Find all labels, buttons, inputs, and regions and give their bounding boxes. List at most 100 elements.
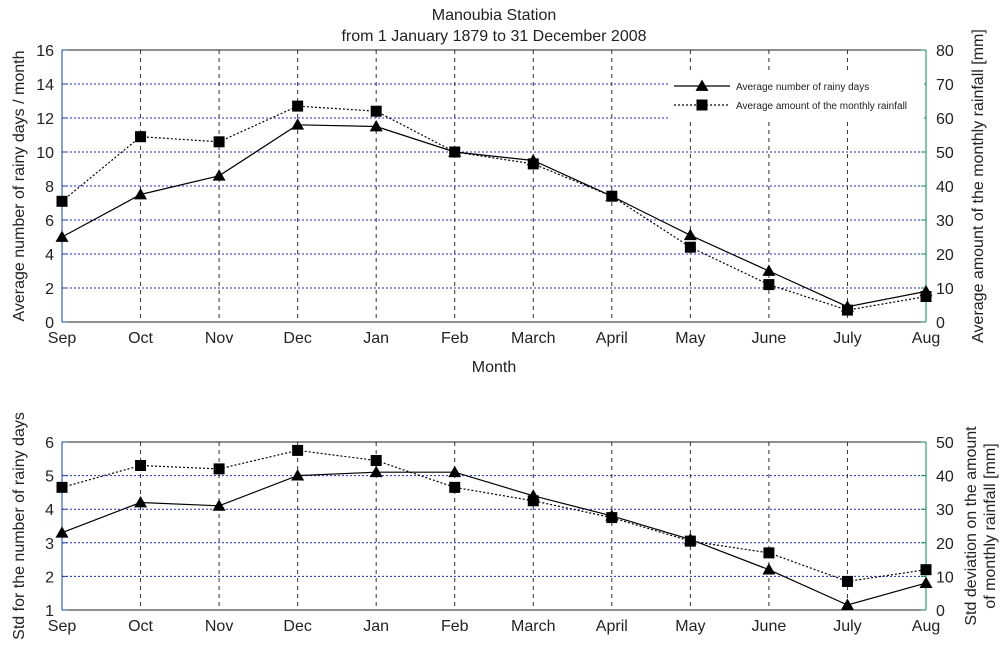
left-tick-label: 4 xyxy=(45,502,54,519)
x-tick-label: Oct xyxy=(128,330,153,347)
data-point xyxy=(369,120,383,132)
data-point xyxy=(292,444,304,456)
data-point xyxy=(212,169,226,181)
data-point xyxy=(55,230,69,242)
data-point xyxy=(56,195,68,207)
left-tick-label: 6 xyxy=(45,435,54,452)
left-tick-label: 6 xyxy=(45,213,54,230)
right-tick-label: 40 xyxy=(936,469,954,486)
left-tick-label: 0 xyxy=(45,315,54,332)
x-tick-label: Dec xyxy=(283,330,311,347)
data-point xyxy=(213,463,225,475)
left-axis-label: Std for the number of rainy days xyxy=(11,412,28,640)
left-tick-label: 14 xyxy=(36,77,54,94)
left-tick-label: 2 xyxy=(45,281,54,298)
series-rainy-days xyxy=(55,118,933,312)
right-tick-label: 0 xyxy=(936,603,945,620)
x-tick-label: June xyxy=(752,330,787,347)
right-tick-label: 10 xyxy=(936,281,954,298)
x-tick-label: Feb xyxy=(441,330,469,347)
series-rainfall xyxy=(56,100,932,316)
x-tick-label: Sep xyxy=(48,618,77,635)
right-tick-label: 70 xyxy=(936,77,954,94)
series-line xyxy=(61,124,927,308)
data-point xyxy=(292,100,304,112)
x-tick-label: May xyxy=(675,618,705,635)
right-tick-label: 50 xyxy=(936,435,954,452)
x-tick-label: April xyxy=(596,618,628,635)
data-point xyxy=(134,188,148,200)
right-axis-label: Std deviation on the amount xyxy=(963,426,980,626)
x-tick-label: Feb xyxy=(441,618,469,635)
x-tick-label: April xyxy=(596,330,628,347)
right-tick-label: 20 xyxy=(936,536,954,553)
data-point xyxy=(369,465,383,478)
data-point xyxy=(291,469,305,481)
x-tick-label: Sep xyxy=(48,330,77,347)
legend-marker xyxy=(696,99,708,111)
x-tick-label: Aug xyxy=(912,330,940,347)
left-tick-label: 2 xyxy=(45,569,54,586)
left-tick-label: 5 xyxy=(45,469,54,486)
bottom-chart: 1 2 3 4 5 6 0 10 20 30 40 50 Sep Oct Nov Dec Jan Feb March… xyxy=(11,412,999,640)
series-line xyxy=(61,105,927,311)
data-point xyxy=(213,136,225,148)
left-tick-label: 4 xyxy=(45,247,54,264)
data-point xyxy=(920,291,932,302)
legend: Average number of rainy days Average amou… xyxy=(668,70,924,120)
x-tick-label: June xyxy=(752,618,787,635)
right-tick-label: 40 xyxy=(936,179,954,196)
data-point xyxy=(55,526,69,538)
left-tick-label: 8 xyxy=(45,179,54,196)
data-point xyxy=(527,158,539,170)
chart-title: Manoubia Station xyxy=(432,7,557,24)
data-point xyxy=(763,547,775,559)
series-line xyxy=(61,471,927,606)
legend-marker xyxy=(695,79,709,91)
x-tick-label: Nov xyxy=(205,330,233,347)
data-point xyxy=(841,575,853,587)
x-axis-label: Month xyxy=(472,359,516,376)
data-point xyxy=(763,279,775,291)
right-tick-label: 0 xyxy=(936,315,945,332)
left-tick-label: 16 xyxy=(36,43,54,60)
x-tick-label: Jan xyxy=(363,618,389,635)
data-point xyxy=(449,146,461,158)
series-rainy-days xyxy=(55,465,933,610)
data-point xyxy=(684,241,696,253)
right-axis-label: Average amount of the monthly rainfall [… xyxy=(970,29,987,343)
x-tick-label: July xyxy=(833,618,861,635)
data-point xyxy=(683,228,697,241)
x-tick-label: May xyxy=(675,330,705,347)
left-tick-label: 3 xyxy=(45,536,54,553)
legend-label: Average amount of the monthly rainfall xyxy=(736,101,907,112)
data-point xyxy=(448,465,462,478)
data-point xyxy=(684,535,696,547)
right-tick-label: 30 xyxy=(936,502,954,519)
right-tick-label: 30 xyxy=(936,213,954,230)
data-point xyxy=(527,495,539,507)
data-point xyxy=(291,118,305,130)
right-tick-label: 60 xyxy=(936,111,954,128)
data-point xyxy=(762,264,776,276)
data-point xyxy=(841,304,853,316)
x-tick-label: Oct xyxy=(128,618,153,635)
right-tick-label: 10 xyxy=(936,569,954,586)
data-point xyxy=(762,563,776,575)
chart-subtitle: from 1 January 1879 to 31 December 2008 xyxy=(341,28,646,45)
left-tick-label: 1 xyxy=(45,603,54,620)
right-tick-label: 50 xyxy=(936,145,954,162)
x-tick-label: Dec xyxy=(283,618,311,635)
data-point xyxy=(134,495,148,508)
x-tick-label: Aug xyxy=(912,618,940,635)
legend-label: Average number of rainy days xyxy=(736,82,869,93)
x-tick-label: Nov xyxy=(205,618,233,635)
data-point xyxy=(606,512,618,524)
data-point xyxy=(370,105,382,117)
right-axis-label: of monthly rainfall [mm] xyxy=(982,443,999,608)
data-point xyxy=(606,190,618,202)
x-tick-label: July xyxy=(833,330,861,347)
data-point xyxy=(212,499,226,511)
